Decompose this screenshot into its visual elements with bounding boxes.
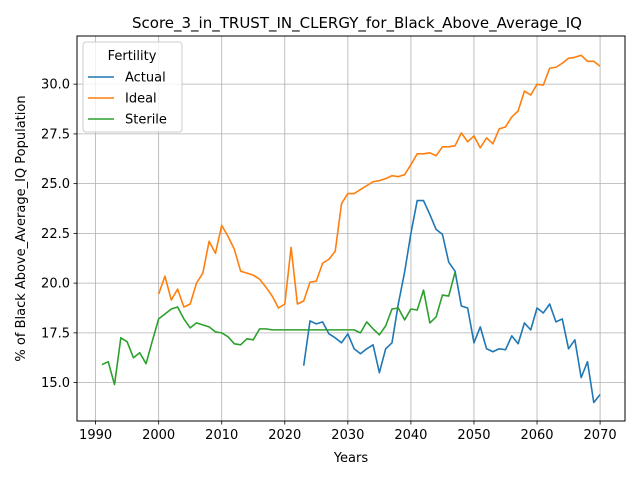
legend-label-actual: Actual [125, 71, 166, 86]
series-line-sterile [101, 271, 456, 386]
x-tick-label: 2030 [331, 428, 364, 443]
plot-frame [76, 35, 626, 422]
x-tick-label: 1990 [79, 428, 112, 443]
x-tick-label: 2020 [268, 428, 301, 443]
axis-ticks: 1990 2000 2010 2020 2030 2040 2050 2060 2070 15.0… [41, 78, 617, 443]
x-tick-label: 2050 [457, 428, 490, 443]
legend-box [82, 41, 183, 133]
legend-label-ideal: Ideal [125, 92, 157, 107]
series-layer [101, 54, 601, 404]
series-line-actual [302, 199, 601, 404]
y-tick-label: 27.5 [41, 127, 70, 142]
chart-title: Score_3_in_TRUST_IN_CLERGY_for_Black_Abo… [132, 14, 582, 33]
x-axis-label: Years [333, 451, 369, 466]
x-tick-label: 2060 [520, 428, 553, 443]
y-tick-label: 25.0 [41, 177, 70, 192]
y-tick-label: 30.0 [41, 78, 70, 93]
grid [77, 36, 625, 421]
x-tick-label: 2010 [205, 428, 238, 443]
x-tick-label: 2040 [394, 428, 427, 443]
x-tick-label: 2000 [142, 428, 175, 443]
y-tick-label: 20.0 [41, 277, 70, 292]
y-tick-label: 17.5 [41, 326, 70, 341]
legend-label-sterile: Sterile [125, 113, 167, 128]
x-tick-label: 2070 [584, 428, 617, 443]
legend-title: Fertility [108, 49, 157, 64]
y-tick-label: 22.5 [41, 227, 70, 242]
y-axis-label: % of Black Above_Average_IQ Population [14, 95, 29, 361]
legend: Fertility Actual Ideal Sterile [82, 41, 183, 133]
y-tick-label: 15.0 [41, 376, 70, 391]
series-line-ideal [157, 54, 601, 309]
